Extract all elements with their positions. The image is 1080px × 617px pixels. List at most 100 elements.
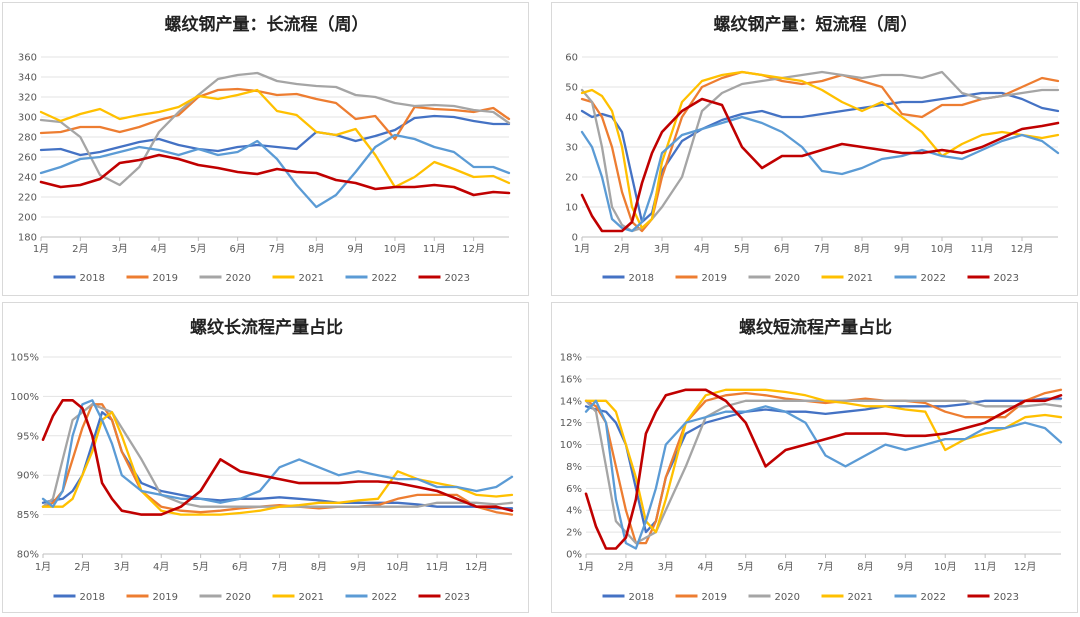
x-tick-label: 2月 (72, 243, 88, 255)
x-tick-label: 9月 (350, 561, 366, 573)
series-line-2023 (584, 388, 1063, 550)
y-tick-label: 360 (18, 53, 37, 64)
legend-label: 2020 (775, 273, 800, 284)
x-tick-label: 1月 (574, 243, 590, 255)
series-line-2023 (39, 153, 511, 197)
series-line-2023 (41, 399, 514, 516)
series-line-2022 (584, 399, 1063, 550)
x-tick-label: 9月 (897, 561, 913, 573)
x-tick-label: 8月 (857, 561, 873, 573)
y-tick-label: 18% (560, 353, 582, 364)
series-line-2020 (584, 399, 1063, 545)
legend-label: 2023 (994, 592, 1019, 603)
x-tick-label: 8月 (308, 243, 324, 255)
legend-label: 2018 (80, 592, 105, 603)
chart-svg: 螺纹钢产量：短流程（周） 0 10 20 30 40 50 60 1月 2月 3月 4月 5月 6月 7月 8… (565, 14, 1060, 284)
legend-label: 2023 (445, 592, 470, 603)
x-tick-label: 9月 (347, 243, 363, 255)
y-tick-label: 40 (565, 113, 578, 124)
x-tick-label: 11月 (423, 243, 446, 255)
x-tick-label: 4月 (698, 561, 714, 573)
series-line-2020 (39, 71, 511, 187)
y-tick-label: 0 (572, 233, 578, 244)
x-tick-label: 6月 (232, 561, 248, 573)
x-tick-label: 6月 (774, 243, 790, 255)
chart-title: 螺纹钢产量：长流程（周） (165, 14, 369, 35)
x-tick-label: 11月 (426, 561, 449, 573)
y-tick-label: 95% (17, 431, 39, 442)
x-tick-label: 7月 (817, 561, 833, 573)
x-tick-label: 12月 (462, 243, 485, 255)
series-line-2018 (39, 114, 511, 157)
x-tick-label: 10月 (384, 243, 407, 255)
y-tick-label: 0% (566, 550, 582, 561)
y-tick-label: 180 (18, 233, 37, 244)
chart-svg: 螺纹钢产量：长流程（周） 180 200 220 240 260 280 300 320 340 3… (18, 14, 511, 284)
x-tick-label: 10月 (931, 243, 954, 255)
y-tick-label: 16% (560, 374, 582, 385)
x-tick-label: 10月 (386, 561, 409, 573)
y-tick-label: 4% (566, 506, 582, 517)
x-tick-label: 9月 (894, 243, 910, 255)
x-tick-label: 7月 (814, 243, 830, 255)
legend-label: 2018 (629, 592, 654, 603)
y-tick-label: 85% (17, 510, 39, 521)
y-tick-label: 6% (566, 484, 582, 495)
x-tick-label: 5月 (734, 243, 750, 255)
x-tick-label: 2月 (618, 561, 634, 573)
x-tick-label: 3月 (654, 243, 670, 255)
y-tick-label: 100% (10, 392, 39, 403)
x-tick-label: 5月 (192, 561, 208, 573)
legend-label: 2022 (372, 273, 397, 284)
x-tick-label: 2月 (74, 561, 90, 573)
legend-label: 2019 (153, 592, 178, 603)
x-tick-label: 5月 (190, 243, 206, 255)
x-tick-label: 12月 (1014, 561, 1037, 573)
x-tick-label: 4月 (151, 243, 167, 255)
chart-panel-short-process-share: 螺纹短流程产量占比 0% 2% 4% 6% 8% 10% 12% 14% 16% 18% 1月 2月 3月… (551, 302, 1078, 613)
legend-label: 2022 (372, 592, 397, 603)
x-tick-label: 4月 (694, 243, 710, 255)
series-line-2021 (584, 388, 1063, 534)
legend-label: 2020 (775, 592, 800, 603)
series-line-2021 (41, 411, 514, 516)
y-tick-label: 200 (18, 213, 37, 224)
series-line-2019 (584, 388, 1063, 545)
x-tick-label: 3月 (114, 561, 130, 573)
legend-label: 2021 (848, 273, 873, 284)
x-tick-label: 7月 (269, 243, 285, 255)
x-tick-label: 11月 (971, 243, 994, 255)
y-tick-label: 2% (566, 528, 582, 539)
legend-label: 2019 (153, 273, 178, 284)
series-line-2020 (41, 403, 514, 508)
y-tick-label: 90% (17, 471, 39, 482)
legend-label: 2019 (702, 592, 727, 603)
legend-label: 2018 (80, 273, 105, 284)
x-tick-label: 8月 (311, 561, 327, 573)
y-tick-label: 10% (560, 440, 582, 451)
legend-label: 2021 (299, 273, 324, 284)
chart-title: 螺纹长流程产量占比 (190, 317, 343, 338)
legend-label: 2023 (445, 273, 470, 284)
x-tick-label: 1月 (35, 561, 51, 573)
chart-panel-long-process-share: 螺纹长流程产量占比 80% 85% 90% 95% 100% 105% 1月 2月 3月 4月 5月 6… (2, 302, 529, 613)
x-tick-label: 4月 (153, 561, 169, 573)
x-tick-label: 12月 (465, 561, 488, 573)
legend-label: 2018 (629, 273, 654, 284)
y-tick-label: 300 (18, 113, 37, 124)
legend-label: 2021 (299, 592, 324, 603)
legend-label: 2020 (226, 592, 251, 603)
series-line-2023 (580, 97, 1060, 233)
y-tick-label: 240 (18, 173, 37, 184)
series-line-2019 (39, 87, 511, 141)
x-tick-label: 6月 (777, 561, 793, 573)
x-tick-label: 1月 (578, 561, 594, 573)
x-tick-label: 3月 (111, 243, 127, 255)
series-line-2021 (580, 70, 1060, 230)
y-tick-label: 60 (565, 53, 578, 64)
series-line-2018 (580, 91, 1060, 224)
y-tick-label: 320 (18, 93, 37, 104)
y-tick-label: 220 (18, 193, 37, 204)
legend-label: 2021 (848, 592, 873, 603)
x-tick-label: 2月 (614, 243, 630, 255)
